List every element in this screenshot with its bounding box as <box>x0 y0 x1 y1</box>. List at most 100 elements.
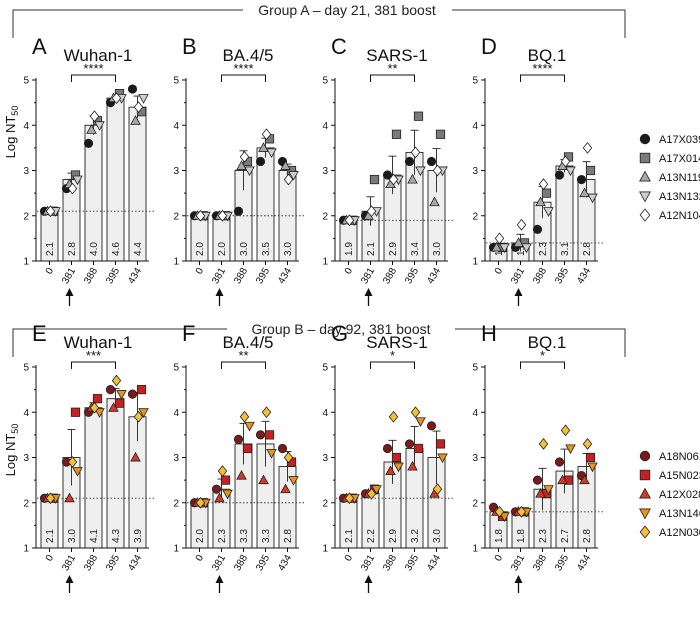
y-tick-label: 1 <box>322 544 328 555</box>
bar-value-label: 4.3 <box>111 529 122 543</box>
data-point <box>391 452 402 463</box>
bar-value-label: 2.8 <box>283 529 294 543</box>
y-axis-label-b: Log NT50 <box>3 424 20 477</box>
group-b-title: Group B – day 92, 381 boost <box>251 321 430 337</box>
legend-item: A12X028 <box>639 487 700 501</box>
data-point <box>108 402 119 412</box>
data-point <box>89 110 100 123</box>
x-tick-label: 395 <box>553 553 571 573</box>
y-tick-label: 1 <box>173 544 179 555</box>
panel-h: H BQ.1 1.8 1.8 2.3 2.7 2.8 1 2 3 4 5 0 381 388 395 434 * <box>472 321 603 593</box>
x-tick-label: 388 <box>232 553 250 573</box>
data-point <box>582 438 593 450</box>
y-tick-label: 1 <box>23 257 29 268</box>
y-tick-label: 5 <box>173 363 179 374</box>
data-point <box>127 389 138 399</box>
data-point <box>211 484 222 494</box>
panel-letter: F <box>182 321 195 346</box>
data-point <box>94 408 105 418</box>
data-point <box>404 156 415 167</box>
data-point <box>385 465 396 476</box>
bar <box>106 398 125 549</box>
data-point <box>576 174 587 185</box>
y-tick-label: 5 <box>322 363 328 374</box>
x-tick-label: 381 <box>509 266 527 286</box>
data-point <box>244 166 255 177</box>
data-point <box>413 111 424 121</box>
bar-value-label: 2.0 <box>195 529 206 543</box>
x-tick-label: 0 <box>44 553 57 564</box>
data-point <box>532 475 543 485</box>
y-tick-label: 2 <box>472 211 478 222</box>
data-point <box>393 462 404 473</box>
bar-value-label: 3.0 <box>239 242 250 256</box>
y-tick-label: 5 <box>322 76 328 87</box>
y-tick-label: 4 <box>322 408 328 419</box>
data-point <box>92 394 103 404</box>
data-point <box>220 475 231 485</box>
data-point <box>538 178 549 190</box>
y-tick-label: 3 <box>173 453 179 464</box>
bar-value-label: 2.1 <box>344 529 355 543</box>
x-tick-label: 395 <box>104 553 122 573</box>
y-tick-label: 1 <box>173 257 179 268</box>
data-point <box>585 165 596 176</box>
significance-bracket <box>370 74 415 82</box>
bar-value-label: 3.3 <box>239 529 250 543</box>
bar <box>128 106 147 262</box>
legend-group-b: A18N061 A15N023 A12X028 A13N146 A12N030 <box>639 450 700 539</box>
x-tick-label: 381 <box>359 553 377 573</box>
significance-label: **** <box>233 61 253 76</box>
data-point <box>266 449 277 459</box>
panel-letter: G <box>331 321 348 346</box>
y-tick-label: 3 <box>23 453 29 464</box>
bar-value-label: 3.3 <box>261 529 272 543</box>
bar-value-label: 2.1 <box>45 242 56 256</box>
significance-label: ** <box>238 348 248 363</box>
data-point <box>532 224 543 234</box>
data-point <box>105 385 116 395</box>
data-point <box>543 207 554 217</box>
data-point <box>138 94 149 104</box>
x-tick-label: 395 <box>403 553 421 573</box>
x-tick-label: 388 <box>381 266 399 286</box>
bar-value-label: 2.1 <box>366 242 377 256</box>
x-tick-label: 434 <box>425 266 443 286</box>
y-tick-label: 5 <box>23 76 29 87</box>
data-point <box>255 430 266 440</box>
legend-marker-icon <box>639 525 651 539</box>
legend-marker-icon <box>639 487 651 499</box>
y-tick-label: 4 <box>23 408 29 419</box>
data-point <box>587 462 598 473</box>
legend-item: A15N023 <box>639 469 700 482</box>
data-point <box>366 205 377 218</box>
group-a-bracket: Group A – day 21, 381 boost <box>12 2 626 38</box>
data-point <box>217 209 228 222</box>
data-point <box>429 196 440 207</box>
data-point <box>554 457 565 467</box>
data-point <box>582 141 593 154</box>
data-point <box>371 485 382 495</box>
y-tick-label: 3 <box>472 453 478 464</box>
bar-value-label: 2.0 <box>217 242 228 256</box>
x-tick-label: 388 <box>531 266 549 286</box>
bar <box>84 407 103 549</box>
bar-value-label: 3.5 <box>261 242 272 256</box>
data-point <box>410 146 421 159</box>
legend-item: A12N030 <box>639 525 700 539</box>
x-tick-label: 434 <box>126 553 144 573</box>
legend-item: A17X014 <box>639 152 700 165</box>
data-point <box>432 483 443 496</box>
significance-label: ** <box>387 61 397 76</box>
data-point <box>280 483 291 494</box>
y-tick-label: 1 <box>23 544 29 555</box>
data-point <box>344 214 355 227</box>
significance-bracket <box>221 361 266 369</box>
legend-marker-icon <box>639 469 651 481</box>
data-point <box>72 175 83 186</box>
bar-value-label: 2.7 <box>560 529 571 543</box>
data-point <box>136 385 147 395</box>
data-point <box>242 443 253 454</box>
data-point <box>283 451 294 464</box>
y-tick-label: 4 <box>173 408 179 419</box>
